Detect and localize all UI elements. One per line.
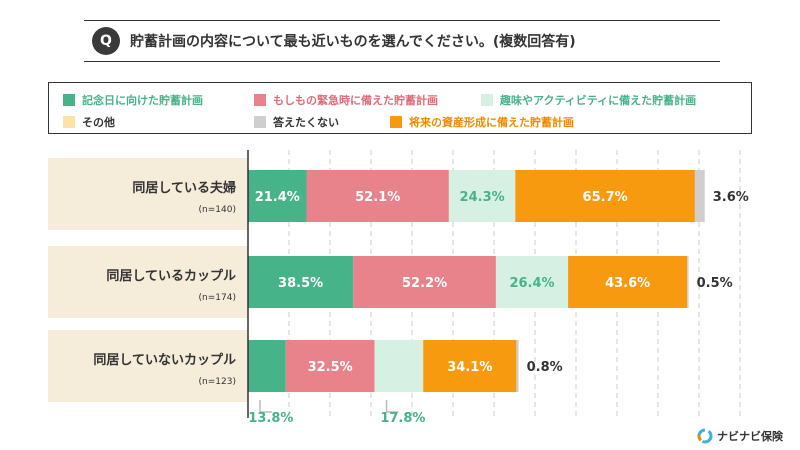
bar-segment: [306, 170, 449, 222]
data-label: 52.1%: [355, 190, 400, 205]
question-badge: Q: [92, 27, 120, 55]
legend-swatch: [254, 116, 266, 128]
data-label: 65.7%: [583, 190, 628, 205]
bar-segment: [694, 170, 705, 222]
brand-name: ナビナビ保険: [717, 430, 783, 443]
legend-label: もしもの緊急時に備えた貯蓄計画: [273, 94, 438, 107]
category-n-label: (n=123): [199, 377, 236, 387]
bar-segment: [248, 256, 354, 308]
legend-item-future-assets: 将来の資産形成に備えた貯蓄計画: [390, 114, 574, 130]
bar-segment: [448, 170, 516, 222]
legend-swatch: [254, 94, 266, 106]
legend-label: 答えたくない: [273, 116, 339, 129]
category-label: 同居している夫婦: [132, 180, 236, 196]
legend-label: 将来の資産形成に備えた貯蓄計画: [409, 116, 574, 129]
legend-swatch: [63, 116, 75, 128]
category-n-label: (n=174): [199, 293, 236, 303]
category-label: 同居していないカップル: [93, 353, 236, 368]
data-label: 0.5%: [697, 276, 733, 291]
bar-segment: [248, 340, 286, 392]
legend-item-hobby: 趣味やアクティビティに備えた貯蓄計画: [481, 92, 696, 108]
brand-mark-icon: [697, 428, 713, 444]
category-panel: [48, 330, 248, 402]
data-label: 34.1%: [447, 360, 492, 375]
category-label: 同居しているカップル: [106, 269, 236, 284]
bar-segment: [516, 340, 519, 392]
question-title: 貯蓄計画の内容について最も近いものを選んでください。(複数回答有): [130, 34, 576, 50]
chart-legend: 記念日に向けた貯蓄計画 もしもの緊急時に備えた貯蓄計画 趣味やアクティビティに備…: [48, 82, 752, 134]
data-label: 32.5%: [308, 360, 353, 375]
legend-item-other: その他: [63, 114, 115, 130]
legend-item-emergency: もしもの緊急時に備えた貯蓄計画: [254, 92, 438, 108]
category-panel: [48, 158, 248, 230]
legend-item-anniversary: 記念日に向けた貯蓄計画: [63, 92, 203, 108]
legend-label: その他: [82, 116, 115, 129]
callout-leader: [259, 400, 272, 413]
legend-item-no-answer: 答えたくない: [254, 114, 339, 130]
bar-segment: [423, 340, 517, 392]
bar-segment: [687, 256, 689, 308]
legend-swatch: [390, 116, 402, 128]
data-label: 3.6%: [713, 190, 749, 205]
legend-label: 趣味やアクティビティに備えた貯蓄計画: [500, 94, 697, 107]
legend-label: 記念日に向けた貯蓄計画: [82, 94, 203, 107]
category-panel: [48, 246, 248, 318]
category-n-label: (n=140): [199, 205, 236, 215]
bar-segment: [353, 256, 496, 308]
brand-logo: ナビナビ保険: [697, 428, 783, 444]
data-label: 43.6%: [605, 276, 650, 291]
bar-segment: [495, 256, 569, 308]
data-label: 24.3%: [460, 190, 505, 205]
data-label: 52.2%: [402, 276, 447, 291]
data-label: 0.8%: [527, 360, 563, 375]
bar-segment: [285, 340, 375, 392]
question-title-bar: Q 貯蓄計画の内容について最も近いものを選んでください。(複数回答有): [84, 20, 720, 62]
data-label: 26.4%: [509, 276, 554, 291]
legend-swatch: [481, 94, 493, 106]
data-label: 21.4%: [255, 190, 300, 205]
legend-swatch: [63, 94, 75, 106]
data-label: 13.8%: [248, 411, 293, 426]
data-label: 38.5%: [278, 276, 323, 291]
callout-leader: [385, 400, 399, 413]
bar-segment: [374, 340, 424, 392]
bar-segment: [568, 256, 688, 308]
bar-segment: [515, 170, 695, 222]
bar-segment: [248, 170, 307, 222]
data-label: 17.8%: [380, 411, 425, 426]
